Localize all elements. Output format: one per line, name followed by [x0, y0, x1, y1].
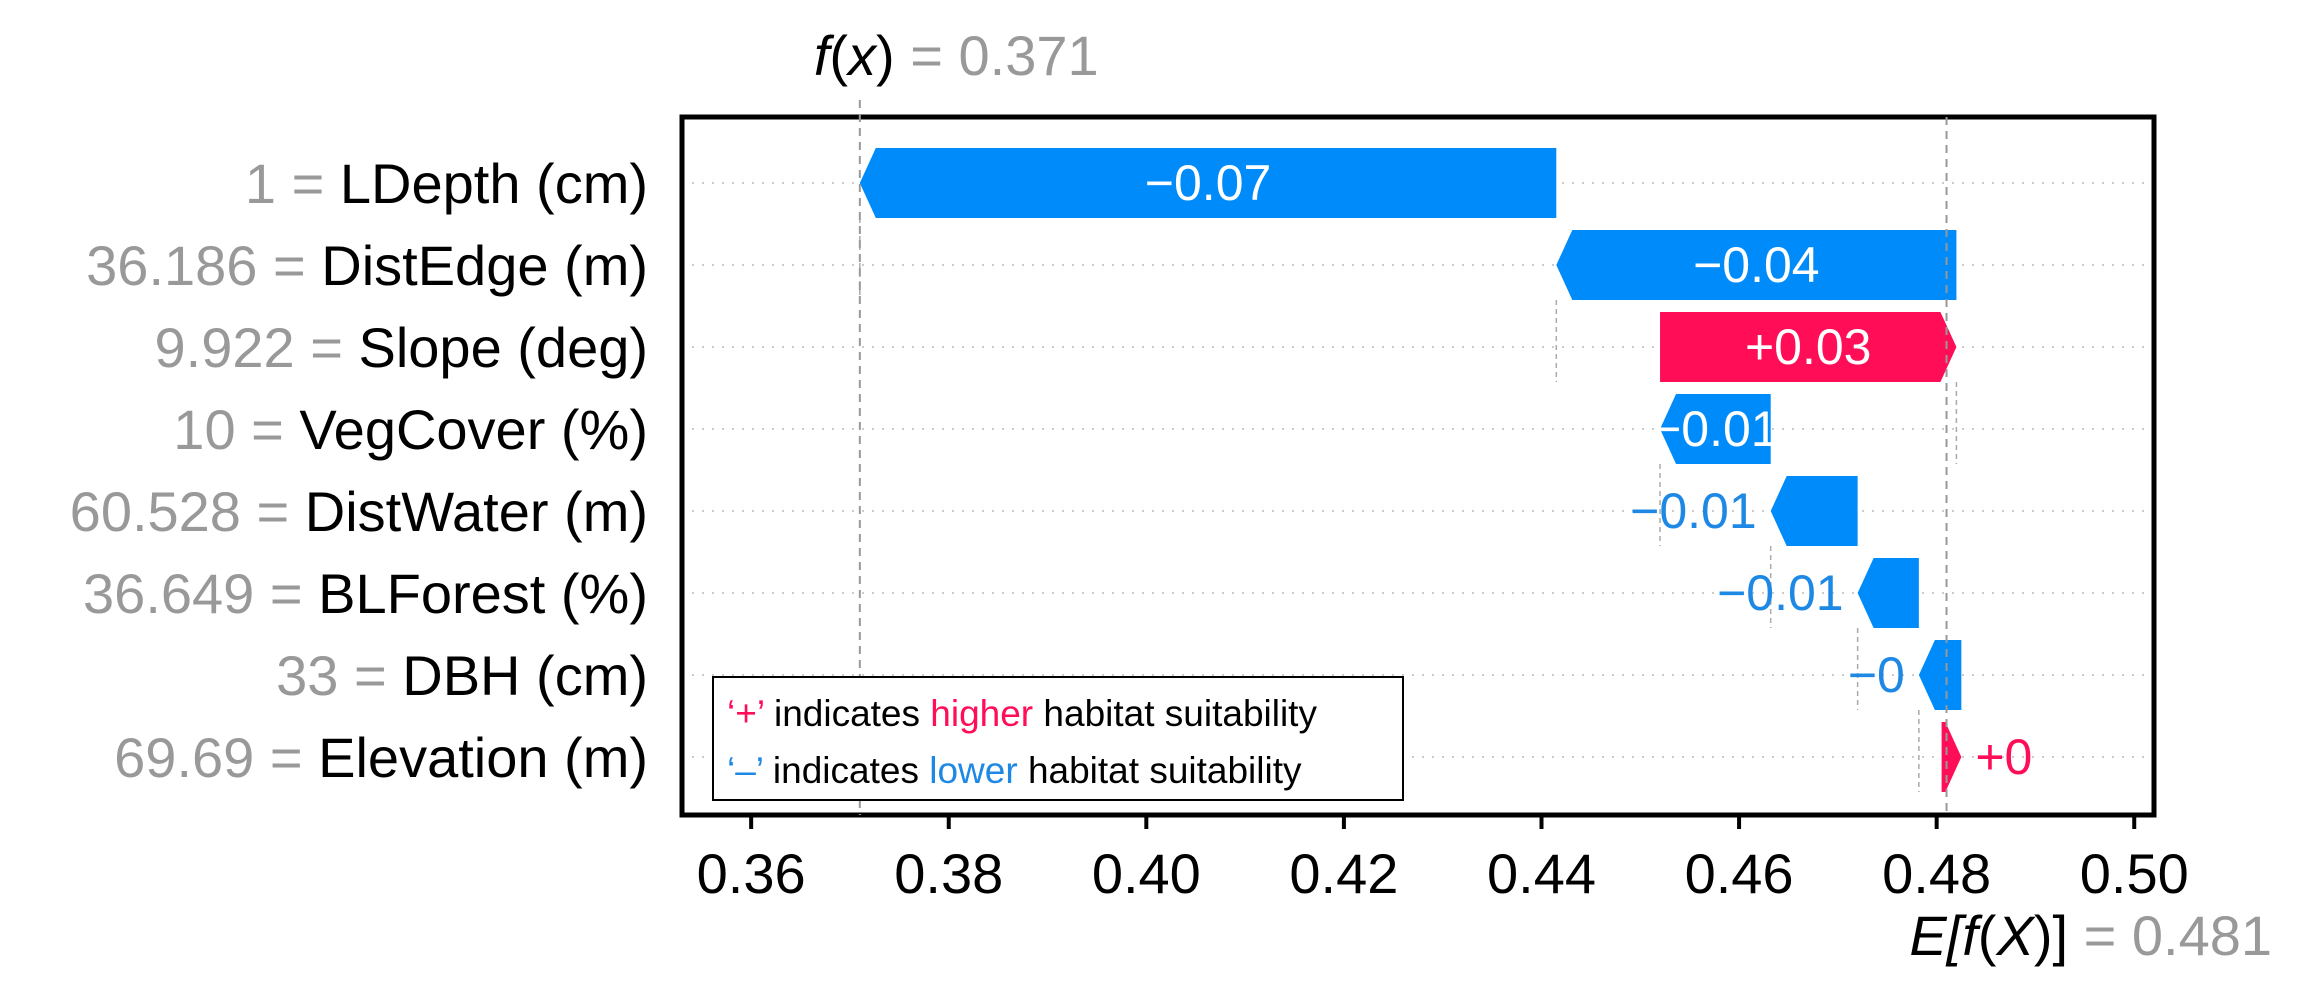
- feature-value: 36.186: [86, 234, 257, 297]
- bar-value-label: −0.01: [1717, 565, 1844, 621]
- legend-word-higher: higher: [930, 693, 1033, 734]
- bars: [859, 148, 1962, 792]
- legend: ‘+’ indicates higher habitat suitability…: [712, 676, 1404, 801]
- feature-name: DistWater (m): [305, 480, 648, 543]
- bar-value-label: −0: [1848, 647, 1905, 703]
- feature-label: 60.528 = DistWater (m): [70, 480, 648, 543]
- fx-eq: =: [910, 24, 958, 87]
- bar-value-label: −0.01: [1630, 483, 1757, 539]
- x-tick-label: 0.50: [2080, 842, 2189, 905]
- x-tick-label: 0.38: [894, 842, 1003, 905]
- bar-2: [1556, 230, 1957, 300]
- base-func: E[: [1909, 904, 1967, 967]
- x-tick-label: 0.44: [1487, 842, 1596, 905]
- plot-frame: [679, 114, 2157, 818]
- feature-name: Elevation (m): [318, 726, 648, 789]
- base-label: E[f(X)] = 0.481: [1909, 904, 2272, 967]
- bar-value-label: +0: [1975, 729, 2032, 785]
- feature-name: DistEdge (m): [321, 234, 648, 297]
- connector-lines: [859, 218, 1958, 792]
- feature-label: 1 = LDepth (cm): [245, 152, 648, 215]
- legend-box: [712, 676, 1404, 801]
- bar-1: [859, 148, 1557, 218]
- x-tick-label: 0.48: [1882, 842, 1991, 905]
- feature-name: BLForest (%): [318, 562, 648, 625]
- bar-6: [1857, 558, 1919, 628]
- bar-value-label: +0.03: [1745, 319, 1872, 375]
- legend-word-lower: lower: [929, 750, 1017, 791]
- fx-label: f(x) = 0.371: [814, 24, 1099, 87]
- x-tick-label: 0.42: [1289, 842, 1398, 905]
- feature-label: 36.649 = BLForest (%): [83, 562, 648, 625]
- feature-name: DBH (cm): [402, 644, 648, 707]
- feature-value: 69.69: [114, 726, 254, 789]
- feature-value: 36.649: [83, 562, 254, 625]
- feature-label: 69.69 = Elevation (m): [114, 726, 648, 789]
- fx-var: x: [845, 24, 878, 87]
- feature-name: LDepth (cm): [340, 152, 648, 215]
- bar-value-label: −0.04: [1693, 237, 1820, 293]
- feature-value: 9.922: [155, 316, 295, 379]
- feature-value: 33: [276, 644, 338, 707]
- bar-5: [1770, 476, 1858, 546]
- feature-name: VegCover (%): [299, 398, 648, 461]
- bar-7: [1918, 640, 1962, 710]
- feature-labels: 1 = LDepth (cm) 36.186 = DistEdge (m) 9.92…: [70, 152, 648, 789]
- feature-value: 60.528: [70, 480, 241, 543]
- feature-label: 36.186 = DistEdge (m): [86, 234, 648, 297]
- feature-label: 9.922 = Slope (deg): [155, 316, 648, 379]
- fx-value: 0.371: [959, 24, 1099, 87]
- feature-label: 10 = VegCover (%): [173, 398, 648, 461]
- feature-value: 10: [173, 398, 235, 461]
- x-tick-label: 0.40: [1092, 842, 1201, 905]
- bar-3: [1660, 312, 1957, 382]
- bar-8: [1941, 722, 1962, 792]
- legend-row-positive: ‘+’ indicates higher habitat suitability: [727, 693, 1317, 734]
- base-eq: =: [2084, 904, 2132, 967]
- legend-symbol-plus: ‘+’: [727, 693, 764, 734]
- feature-label: 33 = DBH (cm): [276, 644, 648, 707]
- x-tick-label: 0.36: [697, 842, 806, 905]
- x-tick-label: 0.46: [1685, 842, 1794, 905]
- x-axis: 0.36 0.38 0.40 0.42 0.44 0.46 0.48 0.50: [697, 815, 2189, 905]
- legend-row-negative: ‘–’ indicates lower habitat suitability: [727, 750, 1302, 791]
- base-value: 0.481: [2132, 904, 2272, 967]
- legend-symbol-minus: ‘–’: [727, 750, 763, 791]
- feature-name: Slope (deg): [358, 316, 648, 379]
- bar-4: [1660, 394, 1771, 464]
- bar-value-label: −0.01: [1652, 401, 1779, 457]
- bar-value-label: −0.07: [1145, 155, 1272, 211]
- bar-labels: −0.07−0.04+0.03−0.01−0.01−0.01−0+0: [1145, 155, 2033, 785]
- feature-value: 1: [245, 152, 276, 215]
